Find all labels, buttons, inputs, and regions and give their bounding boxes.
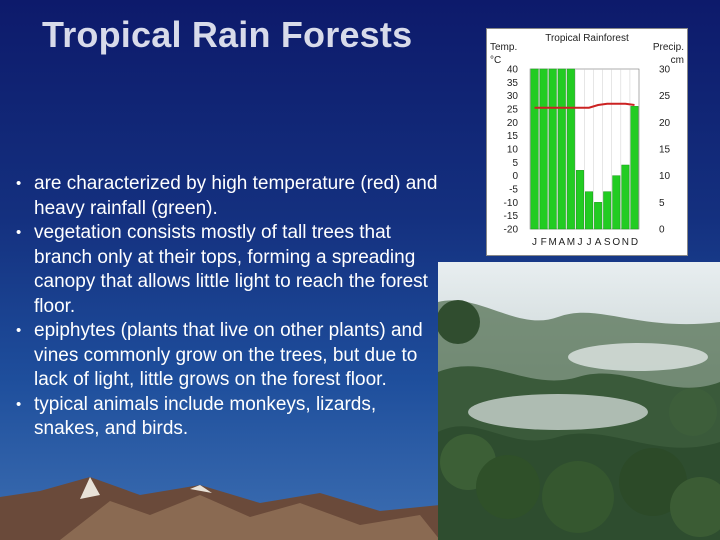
bullet-item: are characterized by high temperature (r… <box>14 172 444 221</box>
precip-bar <box>594 202 603 230</box>
month-label: A <box>595 237 602 248</box>
month-label: J <box>532 237 537 248</box>
precip-tick-label: 10 <box>659 171 671 182</box>
month-label: S <box>604 237 611 248</box>
precip-bar <box>530 68 539 230</box>
temp-tick-label: 10 <box>507 145 519 156</box>
precip-tick-label: 30 <box>659 65 671 76</box>
precip-tick-label: 5 <box>659 198 665 209</box>
rainforest-photo <box>438 262 720 540</box>
month-label: D <box>631 237 638 248</box>
climate-chart: Tropical Rainforest Temp. °C Precip. cm … <box>486 28 688 256</box>
temp-tick-label: 0 <box>512 171 518 182</box>
precip-bar <box>557 68 566 230</box>
temp-tick-label: 25 <box>507 105 519 116</box>
temp-tick-label: -5 <box>509 185 518 196</box>
month-label: O <box>612 237 620 248</box>
precip-bar <box>566 68 575 230</box>
precip-bar <box>603 191 612 230</box>
temp-tick-label: -15 <box>504 211 519 222</box>
precip-bar <box>612 175 621 230</box>
precip-bar <box>630 106 639 230</box>
month-label: N <box>622 237 629 248</box>
right-axis-label: Precip. <box>653 42 684 53</box>
month-label: J <box>577 237 582 248</box>
precip-tick-label: 0 <box>659 225 665 236</box>
month-label: M <box>549 237 557 248</box>
left-axis-unit: °C <box>490 55 501 66</box>
temperature-line <box>534 102 635 109</box>
bullet-item: epiphytes (plants that live on other pla… <box>14 319 444 393</box>
precip-tick-label: 25 <box>659 91 671 102</box>
precip-bar <box>585 191 594 230</box>
precip-bar <box>575 170 584 230</box>
month-label: M <box>567 237 575 248</box>
chart-title: Tropical Rainforest <box>545 33 629 44</box>
bullet-item: vegetation consists mostly of tall trees… <box>14 221 444 319</box>
month-label: F <box>541 237 547 248</box>
precip-tick-label: 15 <box>659 145 671 156</box>
bullet-list: are characterized by high temperature (r… <box>14 172 444 442</box>
precip-bar <box>548 68 557 230</box>
temp-tick-label: 35 <box>507 78 519 89</box>
temp-tick-label: 15 <box>507 131 519 142</box>
temp-tick-label: 20 <box>507 118 519 129</box>
precip-bar <box>621 164 630 230</box>
temp-tick-label: -20 <box>504 225 519 236</box>
slide-title: Tropical Rain Forests <box>42 14 413 55</box>
climate-chart-svg: Tropical Rainforest Temp. °C Precip. cm … <box>490 33 684 248</box>
left-axis-label: Temp. <box>490 42 517 53</box>
temp-tick-label: 5 <box>512 158 518 169</box>
forest-image <box>438 262 720 540</box>
temp-tick-label: -10 <box>504 198 519 209</box>
month-label: A <box>558 237 565 248</box>
temp-tick-label: 30 <box>507 91 519 102</box>
month-label: J <box>587 237 592 248</box>
precip-tick-label: 20 <box>659 118 671 129</box>
right-axis-unit: cm <box>671 55 684 66</box>
bullet-item: typical animals include monkeys, lizards… <box>14 393 444 442</box>
temp-tick-label: 40 <box>507 65 519 76</box>
precip-bar <box>539 68 548 230</box>
